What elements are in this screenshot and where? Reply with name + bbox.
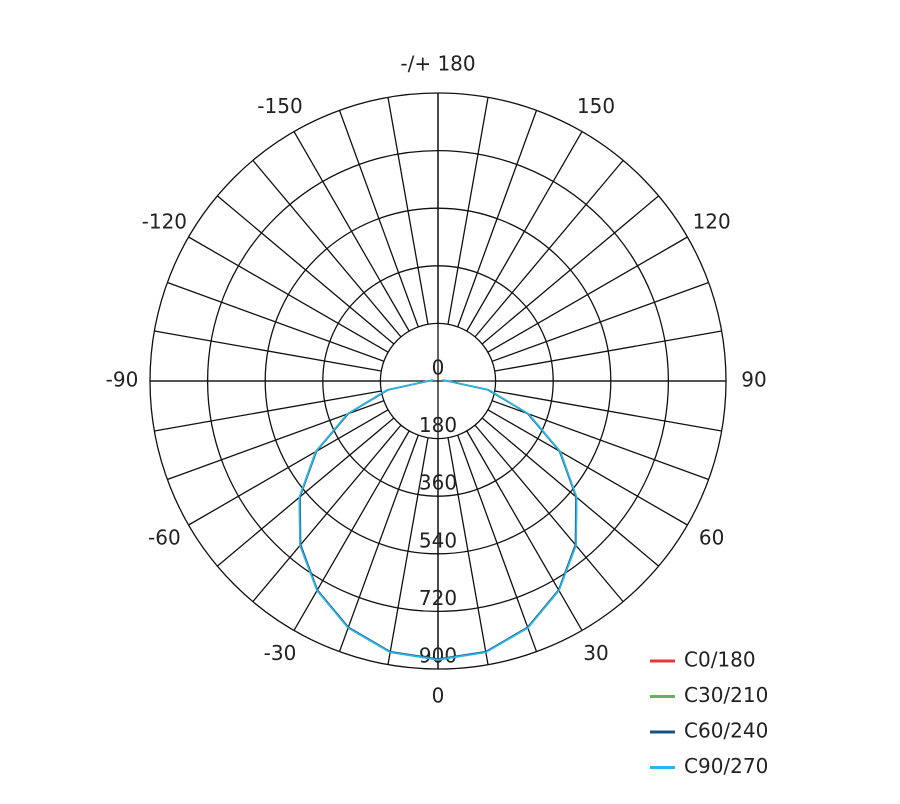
legend-label: C30/210: [684, 683, 768, 707]
legend-label: C0/180: [684, 648, 756, 672]
theta-tick-label: -150: [257, 94, 302, 118]
theta-tick-label: 0: [432, 684, 445, 708]
legend-label: C60/240: [684, 719, 768, 743]
theta-tick-label: -120: [142, 210, 187, 234]
r-tick-label: 0: [432, 356, 445, 380]
legend-label: C90/270: [684, 754, 768, 778]
r-tick-label: 360: [419, 471, 457, 495]
theta-tick-label: 60: [699, 526, 724, 550]
theta-tick-label: 30: [583, 641, 608, 665]
theta-tick-label: -30: [264, 641, 297, 665]
theta-tick-label: -60: [148, 526, 181, 550]
series-line: [298, 379, 578, 661]
r-tick-label: 180: [419, 413, 457, 437]
theta-tick-label: -90: [106, 368, 139, 392]
r-tick-label: 900: [419, 644, 457, 668]
theta-tick-label: 150: [577, 94, 615, 118]
theta-tick-label: -/+ 180: [400, 52, 475, 76]
theta-tick-label: 120: [693, 210, 731, 234]
r-tick-label: 540: [419, 528, 457, 552]
theta-tick-label: 90: [741, 368, 766, 392]
r-tick-label: 720: [419, 586, 457, 610]
